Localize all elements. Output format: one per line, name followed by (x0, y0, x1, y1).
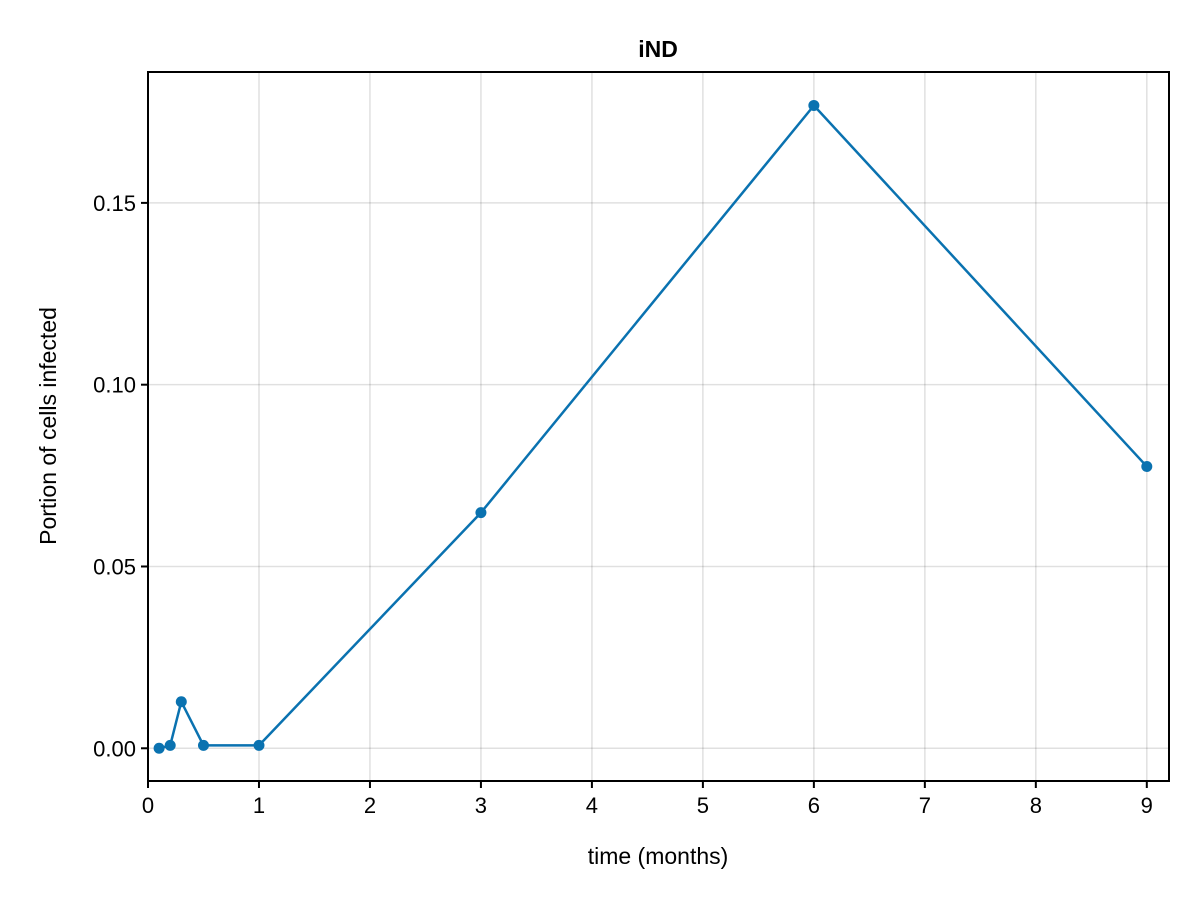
y-tick-label: 0.10 (93, 373, 136, 398)
data-point (175, 696, 187, 708)
y-axis: 0.00 0.05 0.10 0.15 (93, 191, 148, 761)
x-tick-label: 7 (919, 793, 931, 818)
grid (147, 72, 1169, 781)
plot-frame (147, 71, 1170, 782)
y-tick-label: 0.15 (93, 191, 136, 216)
x-tick-label: 6 (808, 793, 820, 818)
y-tick-label: 0.05 (93, 554, 136, 579)
chart-title: iND (638, 36, 678, 62)
x-tick-label: 4 (586, 793, 598, 818)
x-tick-label: 9 (1141, 793, 1153, 818)
series-line (158, 104, 1148, 750)
data-point (153, 742, 165, 754)
data-point (164, 739, 176, 751)
data-point (197, 739, 209, 751)
x-tick-label: 8 (1030, 793, 1042, 818)
data-point (253, 739, 265, 751)
x-tick-label: 0 (142, 793, 154, 818)
y-axis-label: Portion of cells infected (35, 307, 61, 545)
data-point (475, 507, 487, 519)
x-axis: 0 1 2 3 4 5 6 7 8 9 (142, 781, 1153, 818)
x-tick-label: 5 (697, 793, 709, 818)
x-tick-label: 2 (364, 793, 376, 818)
x-tick-label: 1 (253, 793, 265, 818)
y-tick-label: 0.00 (93, 736, 136, 761)
data-point (808, 99, 820, 111)
plot-area (153, 99, 1153, 754)
x-tick-label: 3 (475, 793, 487, 818)
x-axis-label: time (months) (588, 843, 729, 869)
data-point (1141, 460, 1153, 472)
